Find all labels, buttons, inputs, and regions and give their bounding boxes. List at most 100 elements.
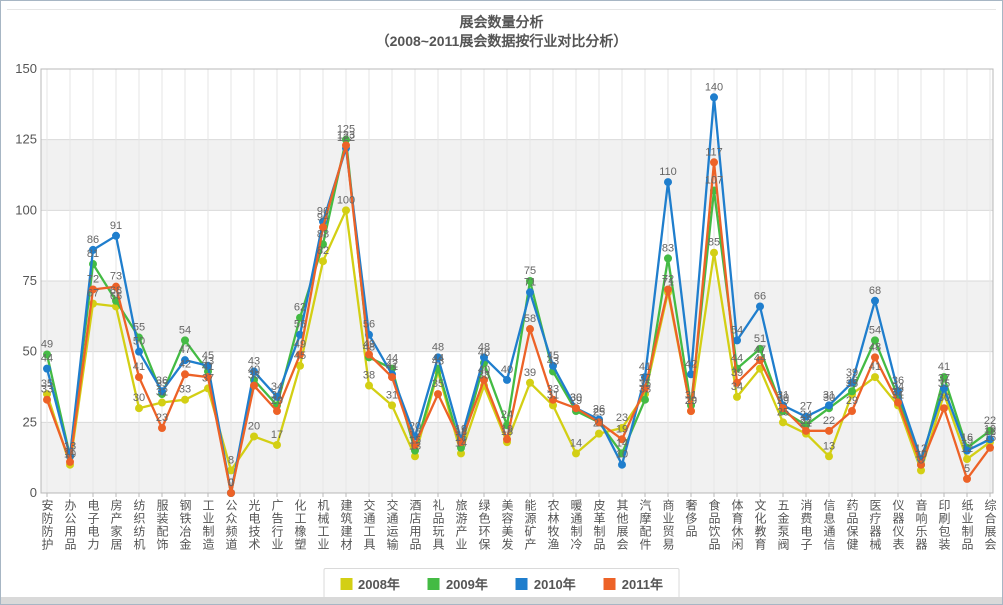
data-point-2008年[interactable] [618,423,626,432]
data-point-2011年[interactable] [572,404,580,413]
data-point-2010年[interactable] [894,387,902,396]
data-point-2008年[interactable] [135,404,143,413]
data-point-2010年[interactable] [135,347,143,356]
data-point-2011年[interactable] [43,395,51,404]
data-point-2011年[interactable] [89,285,97,294]
data-point-2010年[interactable] [756,302,764,311]
data-point-2010年[interactable] [112,231,120,240]
data-point-2008年[interactable] [158,398,166,407]
data-point-2008年[interactable] [733,392,741,401]
data-point-2010年[interactable] [480,353,488,362]
data-point-2011年[interactable] [549,395,557,404]
data-point-2010年[interactable] [871,296,879,305]
data-point-2009年[interactable] [641,395,649,404]
data-point-2008年[interactable] [779,418,787,427]
data-point-2011年[interactable] [963,474,971,483]
data-point-2010年[interactable] [273,392,281,401]
data-point-2011年[interactable] [710,158,718,167]
legend-item-2010年[interactable]: 2010年 [515,574,576,593]
data-point-2009年[interactable] [986,426,994,435]
data-point-2011年[interactable] [526,325,534,334]
data-point-2011年[interactable] [319,223,327,232]
data-point-2010年[interactable] [848,378,856,387]
data-point-2009年[interactable] [756,344,764,353]
data-point-2010年[interactable] [89,245,97,254]
data-point-2011年[interactable] [595,418,603,427]
legend-item-2011年[interactable]: 2011年 [603,574,663,593]
data-point-2010年[interactable] [526,288,534,297]
data-point-2008年[interactable] [342,206,350,215]
data-point-2009年[interactable] [526,277,534,285]
data-point-2008年[interactable] [572,449,580,458]
data-point-2011年[interactable] [871,353,879,362]
data-point-2009年[interactable] [181,336,189,345]
data-point-2011年[interactable] [825,426,833,435]
data-point-2010年[interactable] [733,336,741,345]
data-point-2011年[interactable] [250,381,258,390]
data-point-2011年[interactable] [227,489,235,497]
data-point-2011年[interactable] [434,390,442,399]
data-point-2011年[interactable] [342,141,350,150]
data-point-2011年[interactable] [411,440,419,449]
data-point-2008年[interactable] [250,432,258,441]
data-point-2010年[interactable] [204,361,212,370]
data-point-2008年[interactable] [43,390,51,399]
data-point-2011年[interactable] [986,443,994,452]
data-point-2010年[interactable] [986,435,994,444]
data-point-2008年[interactable] [526,378,534,387]
data-point-2010年[interactable] [158,387,166,396]
data-point-2011年[interactable] [756,356,764,365]
data-point-2008年[interactable] [457,449,465,458]
data-point-2008年[interactable] [549,401,557,410]
data-point-2010年[interactable] [549,361,557,370]
data-point-2008年[interactable] [296,361,304,370]
data-point-2010年[interactable] [664,178,672,187]
data-point-2010年[interactable] [710,93,718,102]
legend-item-2008年[interactable]: 2008年 [340,574,400,593]
data-point-2011年[interactable] [365,350,373,359]
data-point-2011年[interactable] [480,375,488,384]
data-point-2008年[interactable] [917,466,925,475]
legend-item-2009年[interactable]: 2009年 [427,574,488,593]
data-point-2011年[interactable] [687,407,695,416]
data-point-2008年[interactable] [365,381,373,390]
data-point-2008年[interactable] [319,257,327,266]
data-point-2011年[interactable] [457,438,465,447]
data-point-2010年[interactable] [434,353,442,362]
data-point-2011年[interactable] [940,404,948,413]
data-point-2010年[interactable] [43,364,51,373]
data-point-2009年[interactable] [848,387,856,396]
data-point-2009年[interactable] [411,446,419,455]
data-point-2011年[interactable] [135,373,143,382]
data-point-2009年[interactable] [664,254,672,263]
data-point-2010年[interactable] [296,330,304,339]
data-point-2009年[interactable] [457,443,465,452]
data-point-2009年[interactable] [940,373,948,382]
data-point-2008年[interactable] [388,401,396,410]
data-point-2011年[interactable] [204,373,212,382]
data-point-2008年[interactable] [411,452,419,461]
data-point-2010年[interactable] [250,367,258,376]
data-point-2010年[interactable] [940,384,948,393]
data-point-2010年[interactable] [687,370,695,379]
data-point-2008年[interactable] [871,373,879,382]
data-point-2008年[interactable] [710,248,718,257]
data-point-2010年[interactable] [963,446,971,455]
data-point-2008年[interactable] [825,452,833,461]
data-point-2008年[interactable] [963,455,971,464]
data-point-2008年[interactable] [227,466,235,475]
data-point-2011年[interactable] [503,435,511,444]
data-point-2009年[interactable] [342,135,350,144]
data-point-2011年[interactable] [66,457,74,466]
data-point-2011年[interactable] [894,398,902,407]
data-point-2008年[interactable] [595,429,603,438]
data-point-2009年[interactable] [871,336,879,345]
data-point-2009年[interactable] [802,421,810,430]
data-point-2011年[interactable] [802,426,810,435]
data-point-2011年[interactable] [664,285,672,294]
data-point-2011年[interactable] [917,460,925,469]
data-point-2011年[interactable] [388,373,396,382]
data-point-2011年[interactable] [779,404,787,413]
data-point-2011年[interactable] [112,282,120,291]
data-point-2010年[interactable] [503,375,511,384]
